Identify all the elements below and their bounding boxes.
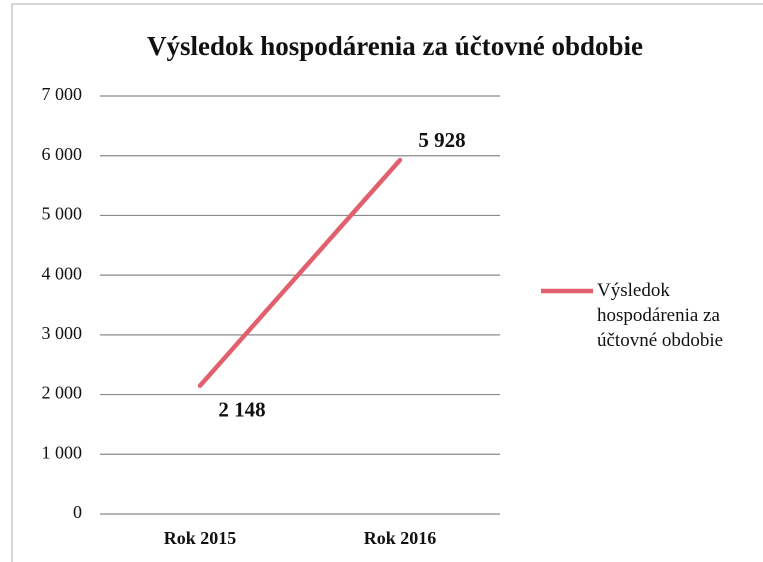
y-tick-label: 6 000 (42, 144, 83, 164)
x-tick-label: Rok 2016 (364, 528, 437, 548)
y-tick-label: 1 000 (42, 442, 83, 462)
chart-title: Výsledok hospodárenia za účtovné obdobie (147, 31, 643, 61)
y-tick-label: 3 000 (42, 323, 83, 343)
data-label: 2 148 (218, 398, 265, 422)
y-tick-label: 0 (73, 502, 82, 522)
y-tick-label: 5 000 (42, 204, 83, 224)
y-tick-label: 7 000 (42, 84, 83, 104)
series-line (197, 157, 403, 388)
data-label: 5 928 (418, 128, 465, 152)
y-tick-label: 2 000 (42, 383, 83, 403)
chart-border (11, 3, 763, 562)
x-tick-label: Rok 2015 (164, 528, 237, 548)
legend-label: Výsledok hospodárenia za účtovné obdobie (597, 280, 724, 351)
y-tick-label: 4 000 (42, 263, 83, 283)
